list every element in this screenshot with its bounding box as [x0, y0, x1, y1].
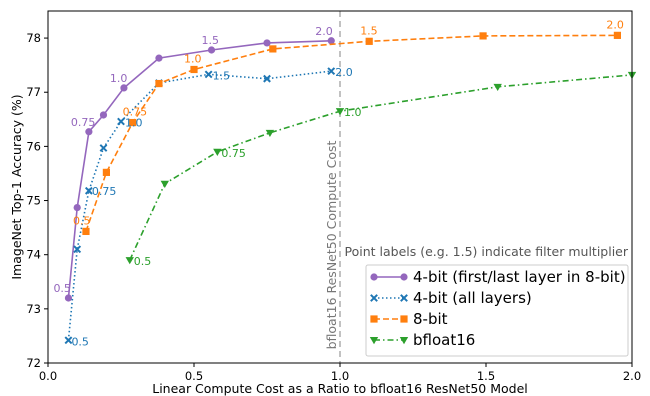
data-point [84, 186, 93, 195]
data-point [327, 37, 335, 45]
data-point [64, 336, 73, 345]
data-point [365, 37, 373, 45]
reference-line-label: bfloat16 ResNet50 Compute Cost [324, 141, 339, 350]
series-line-3 [129, 74, 633, 261]
series-line-2 [85, 34, 618, 232]
x-tick-label: 0.5 [185, 369, 203, 383]
y-tick-label: 73 [26, 302, 41, 316]
data-point [155, 79, 163, 88]
point-label: 1.0 [125, 116, 143, 129]
data-point [117, 117, 125, 126]
legend-marker [400, 273, 408, 281]
data-point [263, 74, 271, 83]
data-point [82, 227, 90, 236]
legend-marker [400, 294, 408, 302]
annotation: Point labels (e.g. 1.5) indicate filter … [345, 244, 629, 259]
data-point [64, 294, 73, 302]
y-tick-label: 74 [26, 248, 41, 262]
y-axis-label: ImageNet Top-1 Accuracy (%) [9, 94, 24, 279]
point-label: 1.5 [213, 69, 231, 82]
data-point [120, 84, 128, 92]
point-label: 2.0 [315, 25, 333, 38]
legend-marker [369, 337, 379, 345]
data-point [269, 45, 277, 53]
legend-label: bfloat16 [413, 331, 475, 349]
point-label: 1.5 [202, 34, 220, 47]
point-label: 0.75 [71, 116, 96, 129]
legend-marker [370, 294, 378, 302]
legend-marker [400, 315, 408, 323]
data-point [73, 203, 81, 212]
series-line-1 [67, 70, 332, 341]
y-tick-label: 77 [26, 85, 41, 99]
point-label: 1.0 [344, 106, 362, 119]
x-tick-label: 2.0 [623, 369, 641, 383]
data-point [479, 32, 487, 40]
x-tick-label: 0.0 [39, 369, 57, 383]
y-tick-label: 72 [26, 356, 41, 370]
data-point [99, 111, 108, 119]
point-label: 1.5 [360, 24, 378, 37]
point-label: 0.75 [92, 185, 117, 198]
data-point [125, 257, 134, 265]
point-label: 0.5 [73, 214, 91, 227]
legend-label: 8-bit [413, 310, 448, 328]
data-point [613, 31, 621, 39]
data-point [265, 129, 275, 138]
data-point [335, 108, 345, 116]
data-point [129, 118, 137, 127]
y-tick-label: 78 [26, 31, 41, 45]
x-axis-label: Linear Compute Cost as a Ratio to bfloat… [152, 381, 528, 396]
legend-marker [370, 273, 378, 281]
data-point [102, 168, 110, 176]
x-tick-label: 1.5 [477, 369, 495, 383]
data-point [160, 180, 169, 188]
legend-marker [370, 315, 378, 323]
legend-label: 4-bit (first/last layer in 8-bit) [413, 268, 626, 286]
y-tick-label: 76 [26, 139, 41, 153]
legend-label: 4-bit (all layers) [413, 289, 532, 307]
point-label: 0.5 [71, 335, 89, 348]
data-point [190, 65, 198, 74]
point-label: 0.5 [134, 255, 152, 268]
point-label: 1.0 [110, 72, 128, 85]
data-point [99, 144, 108, 152]
data-point [207, 46, 216, 54]
point-label: 0.75 [221, 147, 246, 160]
data-point [213, 148, 222, 156]
legend-marker [399, 337, 409, 345]
data-point [263, 39, 271, 47]
legend-box [365, 264, 629, 357]
point-label: 2.0 [335, 66, 353, 79]
x-tick-label: 1.0 [331, 369, 349, 383]
data-point [73, 245, 82, 254]
point-label-layer: 0.50.751.01.52.00.50.751.01.5 2.00.50.751… [53, 18, 623, 348]
point-label: 1.0 [184, 52, 202, 65]
legend: 4-bit (first/last layer in 8-bit) 4-bit (… [365, 264, 629, 357]
point-label: 0.5 [53, 282, 71, 295]
point-label: 2.0 [606, 18, 624, 31]
data-point [155, 54, 163, 62]
series-layer [64, 31, 637, 345]
point-label: 0.75 [123, 106, 147, 119]
data-point [204, 70, 213, 79]
data-point [327, 67, 336, 76]
data-point [493, 83, 502, 92]
reference-layer: bfloat16 ResNet50 Compute Cost Point labe… [324, 11, 629, 363]
data-point [85, 128, 93, 136]
y-tick-label: 75 [26, 194, 41, 208]
